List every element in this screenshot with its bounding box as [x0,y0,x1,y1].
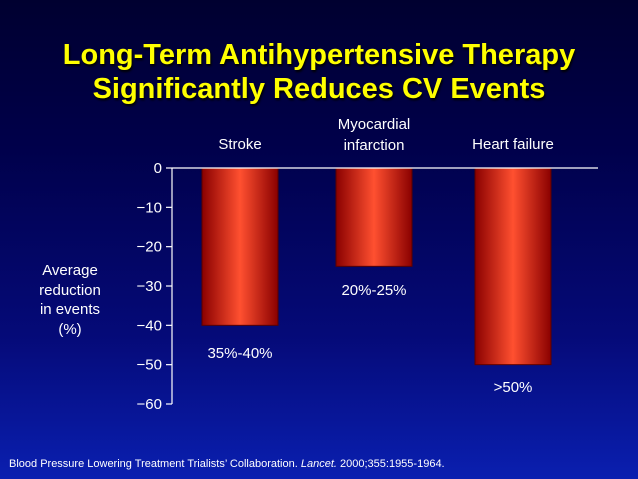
bar-chart: 0 −10 −20 −30 −40 −50 −60 Stroke Myocardial infar… [0,0,638,479]
y-tick-label-3: −30 [137,278,162,295]
y-tick-label-5: −50 [137,357,162,374]
bar-2 [336,168,412,266]
y-tick-label-4: −40 [137,317,162,334]
data-label-1: 35%-40% [207,345,272,362]
y-axis-label-2: reduction [39,282,101,299]
y-tick-label-1: −10 [137,199,162,216]
slide: Long-Term Antihypertensive Therapy Signi… [0,0,638,479]
category-label-2-2: infarction [344,137,405,154]
citation-prefix: Blood Pressure Lowering Treatment Triali… [9,458,298,470]
y-axis-label-1: Average [42,262,98,279]
bar-3 [475,168,551,365]
y-tick-label-6: −60 [137,396,162,413]
citation: Blood Pressure Lowering Treatment Triali… [9,458,629,470]
data-label-3: >50% [494,379,533,396]
bar-1 [202,168,278,325]
citation-suffix: 2000;355:1955-1964. [340,458,445,470]
category-label-3: Heart failure [472,136,554,153]
category-label-2-1: Myocardial [338,116,411,133]
category-label-1: Stroke [218,136,261,153]
y-axis-label-4: (%) [58,321,81,338]
y-tick-label-0: 0 [154,160,162,177]
y-axis-label-3: in events [40,301,100,318]
data-label-2: 20%-25% [341,282,406,299]
citation-journal: Lancet. [301,458,337,470]
y-tick-label-2: −20 [137,239,162,256]
